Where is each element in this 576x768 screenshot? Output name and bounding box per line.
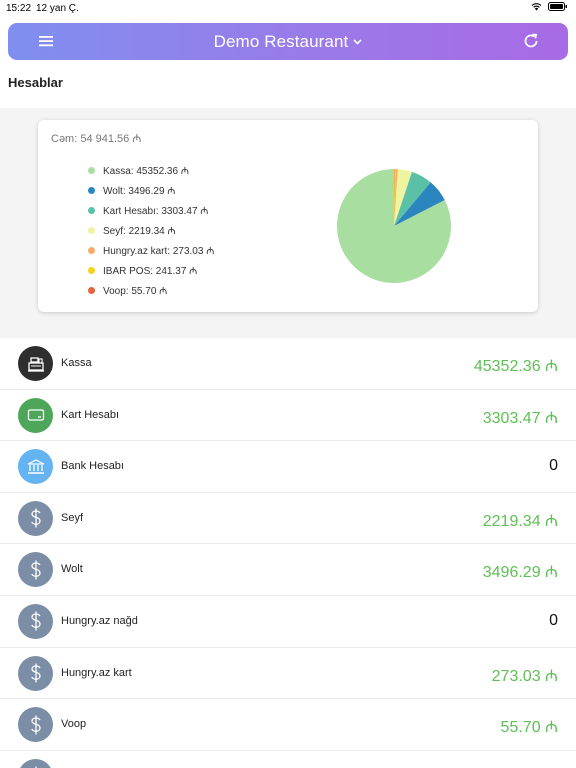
chevron-down-icon bbox=[353, 38, 362, 45]
legend-dot bbox=[88, 286, 95, 294]
menu-icon[interactable] bbox=[38, 33, 54, 49]
cash-register-icon bbox=[18, 346, 53, 381]
dollar-icon bbox=[18, 758, 53, 768]
account-balance: 3496.29 ₼ bbox=[482, 564, 558, 582]
account-name: Seyf bbox=[61, 511, 84, 524]
account-balance: 3303.47 ₼ bbox=[482, 409, 558, 427]
legend-dot bbox=[88, 246, 95, 254]
pie-slice-kart-hesab- bbox=[394, 171, 431, 226]
pie-slice-seyf bbox=[394, 169, 412, 226]
account-name: Kart Hesabı bbox=[61, 408, 120, 421]
legend-item: Kart Hesabı: 3303.47 ₼ bbox=[88, 200, 214, 220]
account-row[interactable]: Voop 55.70 ₼ bbox=[0, 699, 576, 751]
page-title: Hesablar bbox=[8, 75, 63, 90]
header-title: Demo Restaurant bbox=[213, 31, 349, 51]
summary-area: Cəm: 54 941.56 ₼ Kassa: 45352.36 ₼ Wolt: … bbox=[0, 108, 576, 338]
dollar-icon bbox=[18, 500, 53, 536]
account-row[interactable]: Bank Hesabı 0 bbox=[0, 441, 576, 493]
account-row[interactable] bbox=[0, 750, 576, 768]
chart-legend: Kassa: 45352.36 ₼ Wolt: 3496.29 ₼ Kart Hes… bbox=[88, 160, 214, 300]
pie-chart bbox=[337, 169, 451, 283]
dollar-icon bbox=[18, 552, 53, 588]
bank-icon bbox=[18, 449, 53, 485]
legend-label: IBAR POS: 241.37 ₼ bbox=[103, 266, 198, 277]
dollar-icon bbox=[18, 655, 53, 691]
battery-icon bbox=[548, 2, 567, 11]
account-name: Voop bbox=[61, 718, 87, 731]
legend-item: Hungry.az kart: 273.03 ₼ bbox=[88, 240, 214, 260]
legend-label: Hungry.az kart: 273.03 ₼ bbox=[103, 246, 215, 257]
account-name: Wolt bbox=[61, 563, 83, 576]
account-balance: 55.70 ₼ bbox=[500, 719, 558, 737]
legend-label: Kassa: 45352.36 ₼ bbox=[103, 166, 189, 177]
pie-slice-wolt bbox=[394, 182, 445, 226]
dollar-icon bbox=[18, 707, 53, 743]
restaurant-selector[interactable]: Demo Restaurant bbox=[214, 32, 363, 52]
legend-label: Kart Hesabı: 3303.47 ₼ bbox=[103, 206, 209, 217]
account-row[interactable]: Wolt 3496.29 ₼ bbox=[0, 544, 576, 596]
credit-card-icon bbox=[18, 397, 53, 433]
account-name: Bank Hesabı bbox=[61, 460, 124, 473]
account-row[interactable]: Hungry.az kart 273.03 ₼ bbox=[0, 647, 576, 700]
legend-dot bbox=[88, 186, 95, 194]
status-time: 15:22 bbox=[6, 3, 32, 14]
account-row[interactable]: Seyf 2219.34 ₼ bbox=[0, 492, 576, 545]
pie-slice-ibar-pos bbox=[394, 169, 396, 226]
account-name: Hungry.az nağd bbox=[61, 614, 138, 627]
legend-dot bbox=[88, 266, 95, 274]
account-name: Kassa bbox=[61, 357, 92, 369]
status-icons bbox=[531, 2, 568, 11]
dollar-icon bbox=[18, 603, 53, 639]
account-row[interactable]: Kart Hesabı 3303.47 ₼ bbox=[0, 389, 576, 442]
pie-slice-hungry-az-kart bbox=[394, 169, 398, 226]
account-name: Hungry.az kart bbox=[61, 666, 132, 679]
account-balance: 2219.34 ₼ bbox=[482, 512, 558, 530]
account-balance: 273.03 ₼ bbox=[491, 667, 558, 685]
status-date: 12 yan Ç. bbox=[36, 3, 79, 14]
refresh-icon[interactable] bbox=[522, 32, 540, 50]
account-balance: 0 bbox=[549, 457, 558, 475]
legend-item: Seyf: 2219.34 ₼ bbox=[88, 220, 214, 240]
legend-dot bbox=[88, 206, 95, 214]
legend-dot bbox=[88, 166, 95, 174]
account-row[interactable]: Hungry.az nağd 0 bbox=[0, 595, 576, 648]
legend-item: Kassa: 45352.36 ₼ bbox=[88, 160, 214, 180]
account-balance: 45352.36 ₼ bbox=[473, 358, 558, 375]
account-balance: 0 bbox=[549, 611, 558, 629]
legend-item: Wolt: 3496.29 ₼ bbox=[88, 180, 214, 200]
legend-label: Wolt: 3496.29 ₼ bbox=[103, 186, 176, 197]
legend-item: IBAR POS: 241.37 ₼ bbox=[88, 260, 214, 280]
app-header: Demo Restaurant bbox=[8, 23, 568, 60]
legend-label: Seyf: 2219.34 ₼ bbox=[103, 226, 176, 237]
legend-label: Voop: 55.70 ₼ bbox=[103, 286, 168, 297]
legend-item: Voop: 55.70 ₼ bbox=[88, 280, 214, 300]
status-bar: 15:22 12 yan Ç. bbox=[0, 0, 576, 16]
summary-card: Cəm: 54 941.56 ₼ Kassa: 45352.36 ₼ Wolt: … bbox=[38, 120, 538, 312]
legend-dot bbox=[88, 226, 95, 234]
total-balance: Cəm: 54 941.56 ₼ bbox=[51, 133, 142, 145]
wifi-icon bbox=[531, 3, 542, 11]
accounts-list: Kassa 45352.36 ₼ Kart Hesabı 3303.47 ₼ Bank … bbox=[0, 338, 576, 768]
account-row[interactable]: Kassa 45352.36 ₼ bbox=[0, 338, 576, 390]
